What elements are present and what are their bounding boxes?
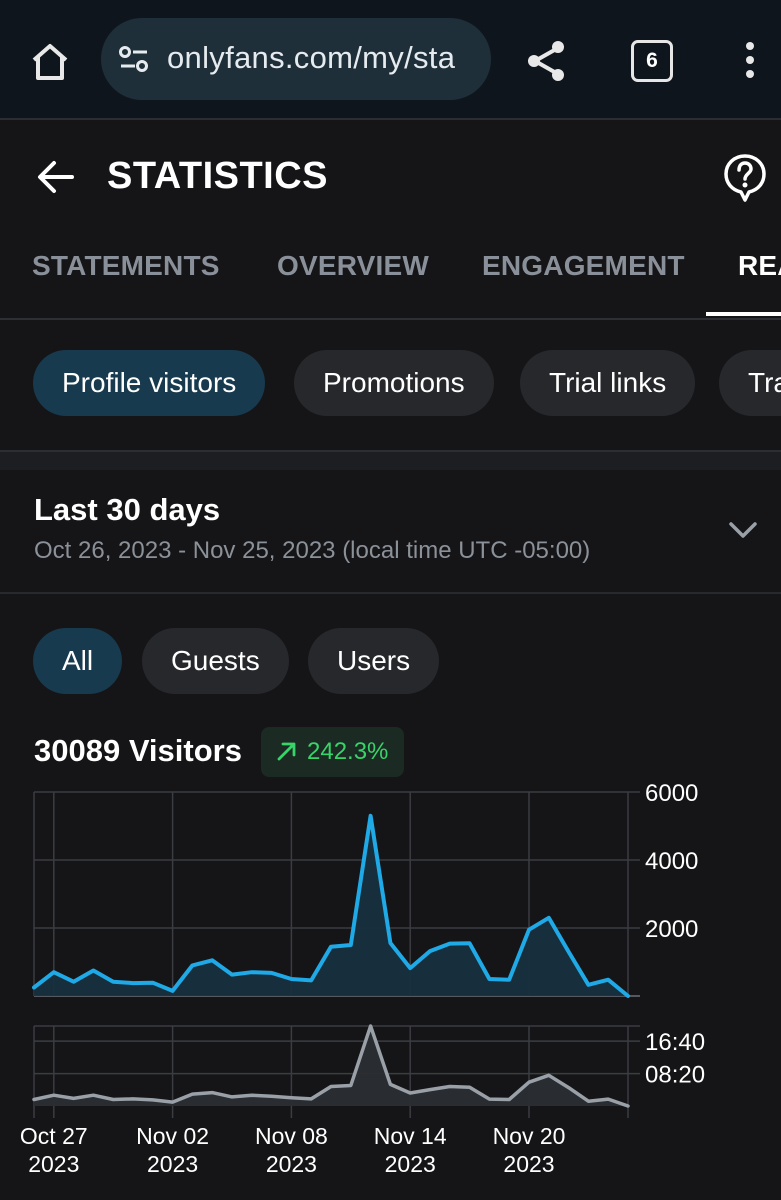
filter-users[interactable]: Users (308, 628, 440, 694)
tab-count: 6 (631, 40, 673, 82)
help-icon (724, 154, 766, 202)
date-range-subtitle: Oct 26, 2023 - Nov 25, 2023 (local time … (34, 537, 591, 564)
y-tick-label-bottom: 16:40 (645, 1029, 705, 1056)
y-tick-label-bottom: 08:20 (645, 1062, 705, 1089)
browser-menu-button[interactable] (736, 40, 764, 80)
x-tick-label: Nov 20 (493, 1123, 566, 1149)
address-bar[interactable]: onlyfans.com/my/sta (101, 18, 491, 100)
growth-badge: 242.3% (261, 727, 405, 777)
filter-guests[interactable]: Guests (142, 628, 289, 694)
page-title: STATISTICS (107, 155, 329, 197)
y-tick-label-top: 2000 (645, 916, 698, 943)
x-tick-year-label: 2023 (503, 1151, 554, 1177)
duration-area (34, 1026, 628, 1106)
range-divider (0, 592, 781, 594)
chip-profile-visitors[interactable]: Profile visitors (33, 350, 266, 416)
y-tick-label-top: 4000 (645, 848, 698, 875)
tab-switcher-button[interactable]: 6 (631, 40, 673, 82)
x-tick-label: Oct 27 (20, 1123, 88, 1149)
tab-engagement[interactable]: ENGAGEMENT (482, 250, 685, 281)
active-tab-indicator (706, 312, 781, 316)
home-icon (32, 44, 68, 80)
x-tick-label: Nov 02 (136, 1123, 209, 1149)
trend-up-icon (277, 742, 296, 761)
visitors-area (34, 815, 628, 996)
x-tick-year-label: 2023 (385, 1151, 436, 1177)
x-tick-year-label: 2023 (28, 1151, 79, 1177)
reach-subcategory-chips: Profile visitors Promotions Trial links … (0, 350, 781, 418)
back-button[interactable] (34, 155, 78, 199)
share-button[interactable] (524, 38, 570, 84)
tab-statements[interactable]: STATEMENTS (32, 250, 220, 281)
x-tick-year-label: 2023 (266, 1151, 317, 1177)
y-tick-label-top: 6000 (645, 780, 698, 807)
share-icon (528, 41, 564, 81)
x-tick-year-label: 2023 (147, 1151, 198, 1177)
site-settings-icon[interactable] (117, 44, 151, 74)
home-button[interactable] (26, 38, 74, 86)
visitor-filter-chips: All Guests Users (0, 628, 781, 696)
chip-tracking-links[interactable]: Tra (719, 350, 781, 416)
url-text: onlyfans.com/my/sta (167, 40, 456, 75)
chip-trial-links[interactable]: Trial links (520, 350, 696, 416)
statistics-tab-bar: STATEMENTS OVERVIEW ENGAGEMENT REA (0, 232, 781, 320)
chip-promotions[interactable]: Promotions (294, 350, 494, 416)
filter-all[interactable]: All (33, 628, 123, 694)
section-divider (0, 450, 781, 470)
x-tick-label: Nov 08 (255, 1123, 328, 1149)
help-button[interactable] (722, 152, 768, 204)
visitors-total: 30089 Visitors (34, 733, 242, 768)
tab-overview[interactable]: OVERVIEW (277, 250, 430, 281)
x-tick-label: Nov 14 (374, 1123, 447, 1149)
browser-toolbar: onlyfans.com/my/sta 6 (0, 0, 781, 120)
tab-reach[interactable]: REA (738, 250, 781, 281)
date-range-title[interactable]: Last 30 days (34, 492, 221, 527)
arrow-left-icon (38, 161, 74, 193)
more-vert-icon (746, 42, 754, 78)
chevron-down-icon (729, 522, 757, 538)
date-range-dropdown[interactable] (725, 512, 761, 548)
growth-percent: 242.3% (307, 738, 389, 765)
